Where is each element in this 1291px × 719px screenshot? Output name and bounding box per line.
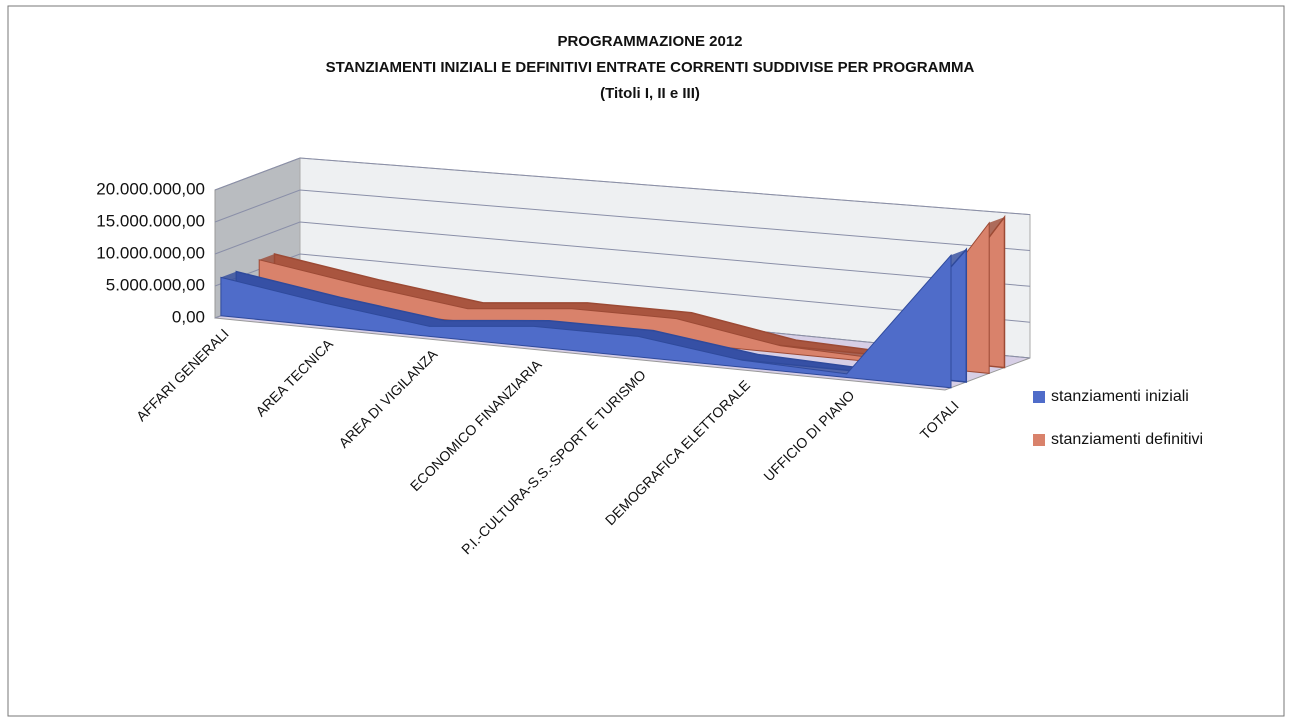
y-tick-label: 10.000.000,00 — [96, 243, 205, 262]
y-tick-label: 0,00 — [172, 307, 205, 326]
chart-subtitle: STANZIAMENTI INIZIALI E DEFINITIVI ENTRA… — [326, 59, 975, 76]
chart-note: (Titoli I, II e III) — [600, 85, 700, 102]
legend-swatch — [1033, 391, 1045, 403]
area-top — [220, 249, 967, 374]
legend-swatch — [1033, 434, 1045, 446]
grid-line — [214, 157, 1031, 216]
legend-label: stanziamenti iniziali — [1051, 388, 1189, 405]
grid-line — [214, 189, 1031, 251]
area-top — [259, 217, 1005, 360]
grid-line — [214, 221, 1031, 287]
y-tick-label: 20.000.000,00 — [96, 179, 205, 198]
y-tick-label: 5.000.000,00 — [106, 275, 205, 294]
area-front — [220, 253, 952, 389]
y-tick-label: 15.000.000,00 — [96, 211, 205, 230]
legend-label: stanziamenti definitivi — [1051, 431, 1203, 448]
chart-title: PROGRAMMAZIONE 2012 — [557, 33, 742, 50]
